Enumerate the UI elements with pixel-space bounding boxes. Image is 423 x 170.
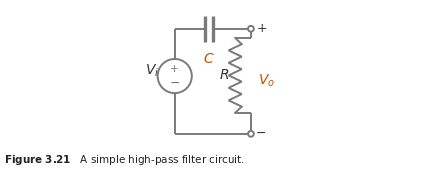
Text: $V_o$: $V_o$ — [258, 73, 275, 89]
Text: $V_i$: $V_i$ — [145, 63, 159, 79]
Text: $R$: $R$ — [220, 68, 230, 82]
Text: $\bf{Figure\ 3.21}$   A simple high-pass filter circuit.: $\bf{Figure\ 3.21}$ A simple high-pass f… — [4, 153, 245, 167]
Text: +: + — [256, 22, 267, 35]
Circle shape — [248, 26, 254, 32]
Circle shape — [248, 131, 254, 137]
Text: $C$: $C$ — [203, 52, 215, 66]
Text: +: + — [170, 64, 179, 74]
Text: −: − — [170, 77, 180, 90]
Text: −: − — [256, 127, 266, 140]
